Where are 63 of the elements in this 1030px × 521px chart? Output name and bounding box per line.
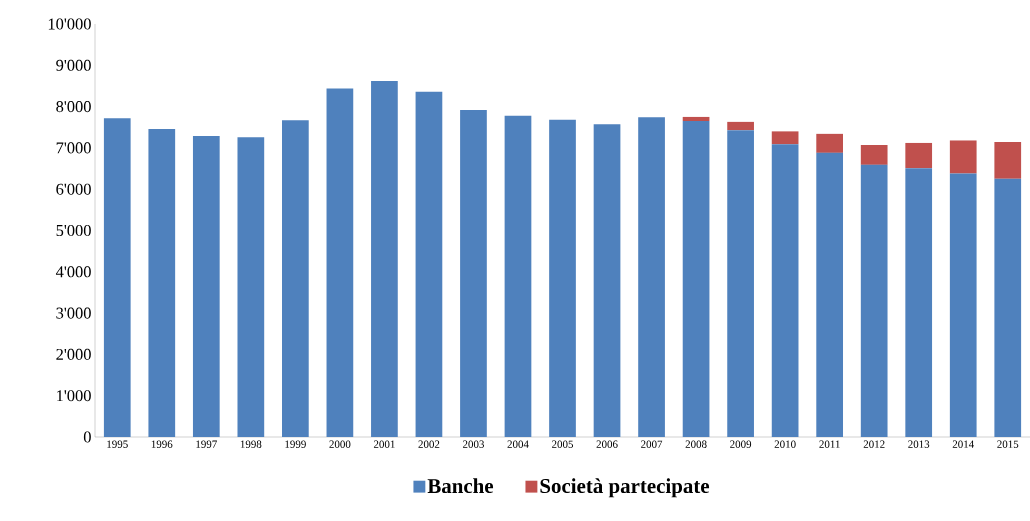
- bar: [771, 144, 799, 437]
- x-tick-label: 2000: [329, 440, 351, 448]
- bar: [237, 137, 265, 437]
- legend-label: Banche: [427, 478, 494, 494]
- bar: [860, 164, 888, 437]
- y-tick-label: 9'000: [56, 59, 91, 71]
- x-tick-label: 2006: [596, 440, 618, 448]
- y-tick-label: 4'000: [55, 266, 91, 278]
- bar: [282, 120, 309, 437]
- bar: [949, 173, 977, 437]
- bar: [905, 168, 933, 437]
- x-tick-label: 2014: [952, 440, 975, 448]
- y-tick-label: 0: [83, 431, 91, 443]
- x-tick-label: 2013: [908, 440, 930, 448]
- y-tick-label: 6'000: [56, 183, 91, 195]
- y-tick-label: 2'000: [56, 348, 91, 360]
- bar: [816, 152, 844, 437]
- x-tick-label: 1995: [107, 440, 128, 448]
- x-tick-label: 2007: [641, 440, 663, 448]
- y-tick-label: 10'000: [48, 18, 91, 30]
- bar: [148, 128, 176, 437]
- y-tick-label: 5'000: [56, 224, 91, 237]
- x-tick-label: 2010: [774, 440, 796, 448]
- x-tick-label: 2011: [819, 440, 840, 448]
- bar: [949, 140, 977, 174]
- bar: [682, 121, 710, 437]
- x-tick-label: 2003: [462, 440, 484, 448]
- bar: [771, 131, 799, 145]
- y-tick-label: 7'000: [56, 142, 91, 154]
- bar: [415, 91, 443, 437]
- x-tick-label: 2001: [373, 440, 395, 448]
- x-tick-label: 2015: [997, 440, 1019, 448]
- x-tick-label: 1996: [151, 440, 173, 448]
- bar: [504, 115, 532, 437]
- bar: [994, 142, 1022, 179]
- x-tick-label: 2005: [552, 440, 574, 448]
- bar: [860, 145, 888, 165]
- x-tick-label: 2012: [863, 440, 885, 448]
- bar: [371, 80, 398, 437]
- bar: [816, 133, 844, 153]
- y-tick-label: 3'000: [56, 307, 91, 319]
- legend-label: Società partecipate: [540, 478, 710, 498]
- x-tick-label: 2002: [418, 440, 440, 448]
- x-tick-label: 2004: [507, 440, 529, 448]
- bar: [682, 116, 710, 122]
- bar: [549, 119, 576, 437]
- bar: [593, 124, 621, 437]
- bar: [192, 135, 220, 437]
- bar: [103, 118, 131, 437]
- x-tick-label: 1997: [196, 440, 217, 448]
- bar: [727, 130, 754, 437]
- x-tick-label: 2008: [685, 440, 707, 448]
- bar: [905, 142, 933, 169]
- bar: [994, 178, 1022, 437]
- y-tick-label: 1'000: [57, 390, 91, 402]
- y-tick-label: 8'000: [56, 101, 91, 113]
- x-tick-label: 1999: [285, 440, 306, 448]
- x-tick-label: 1998: [240, 440, 262, 448]
- bar: [638, 117, 665, 437]
- bar: [727, 121, 754, 131]
- bar: [326, 88, 354, 437]
- bar: [460, 109, 487, 437]
- x-tick-label: 2009: [730, 440, 752, 448]
